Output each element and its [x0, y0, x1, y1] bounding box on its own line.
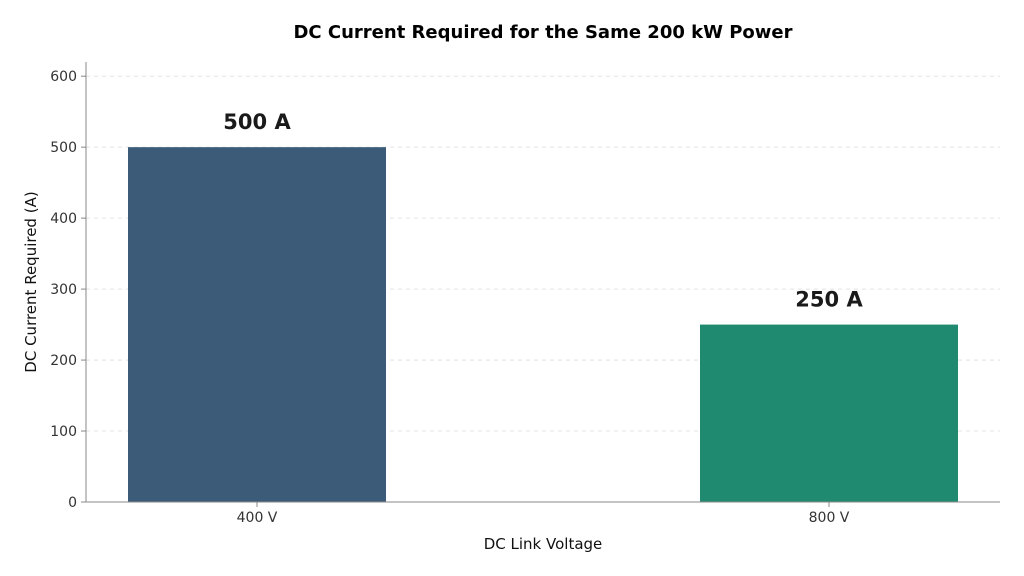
data-labels: 500 A 250 A [223, 110, 863, 311]
y-axis-label: DC Current Required (A) [22, 191, 40, 372]
y-tick-label: 600 [50, 69, 77, 85]
y-tick-label: 100 [50, 424, 77, 440]
chart-title: DC Current Required for the Same 200 kW … [293, 22, 792, 43]
x-tick-label: 800 V [809, 510, 850, 526]
y-tick-label: 300 [50, 282, 77, 298]
ticks: 0 100 200 300 400 500 600 400 V 800 V [50, 69, 850, 526]
data-label: 500 A [223, 110, 291, 134]
data-label: 250 A [795, 288, 863, 312]
x-tick-label: 400 V [237, 510, 278, 526]
axes [85, 62, 1000, 503]
x-axis-label: DC Link Voltage [484, 535, 603, 553]
y-tick-label: 500 [50, 140, 77, 156]
bars [128, 147, 958, 502]
y-tick-label: 200 [50, 353, 77, 369]
bar-1 [128, 147, 386, 502]
bar-2 [700, 324, 958, 502]
y-tick-label: 400 [50, 211, 77, 227]
y-tick-label: 0 [68, 495, 77, 511]
